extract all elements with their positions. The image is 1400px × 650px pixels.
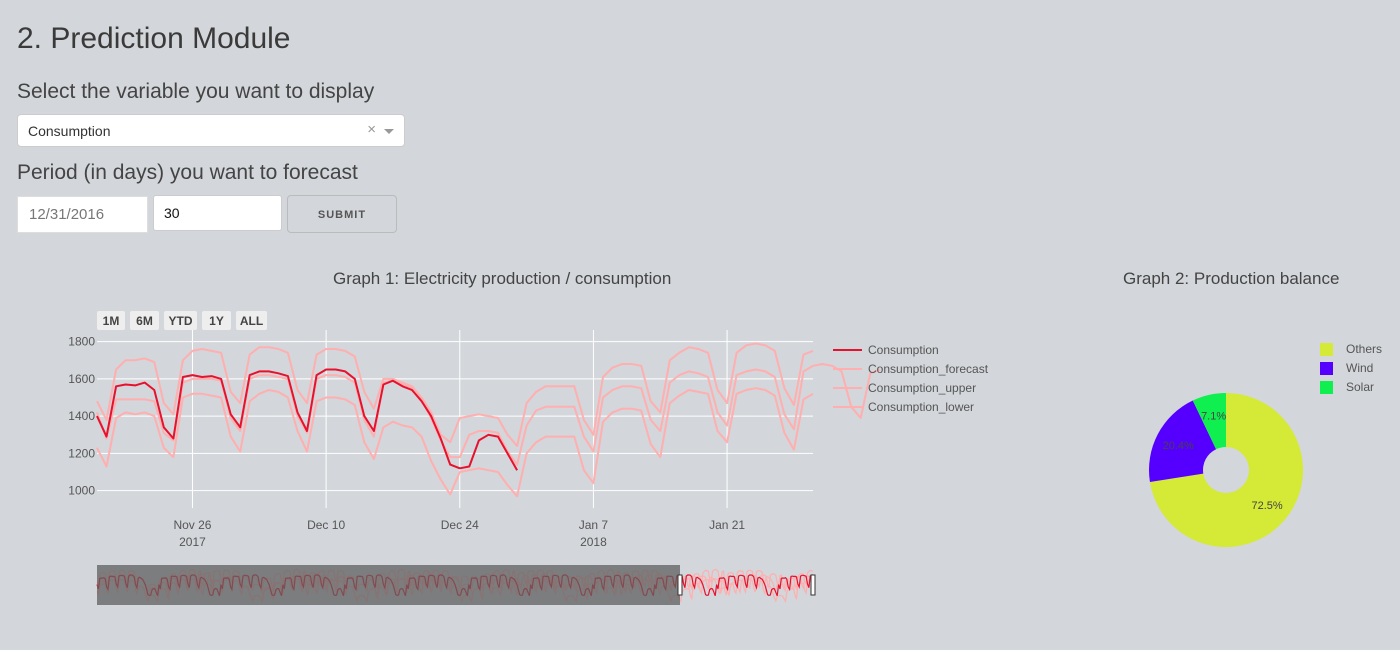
x-tick-year-label: 2018 — [580, 535, 607, 549]
series-line-consumption — [96, 368, 518, 471]
legend-label: Wind — [1346, 361, 1373, 375]
start-date-input[interactable]: 12/31/2016 — [17, 196, 148, 233]
range-button-6m[interactable]: 6M — [130, 311, 159, 330]
pie-slice-label: 72.5% — [1251, 500, 1282, 512]
y-tick-label: 1600 — [68, 372, 95, 386]
legend-item-consumption-lower[interactable]: Consumption_lower — [833, 400, 974, 414]
graph1-y-ticks: 1000 1200 1400 1600 1800 — [68, 335, 95, 498]
legend-label: Others — [1346, 342, 1382, 356]
range-selector: 1M 6M YTD 1Y ALL — [97, 311, 267, 330]
pie-slice-solar[interactable] — [1192, 393, 1226, 450]
legend-label: Consumption — [868, 343, 939, 357]
graph2-title: Graph 2: Production balance — [1123, 269, 1340, 288]
y-tick-label: 1200 — [68, 446, 95, 460]
range-button-all[interactable]: ALL — [236, 311, 267, 330]
x-tick-label: Jan 21 — [709, 518, 745, 532]
legend-swatch — [1320, 343, 1333, 356]
pie-legend-item-others[interactable]: Others — [1320, 342, 1382, 356]
chevron-down-icon[interactable] — [384, 129, 394, 134]
legend-swatch — [1320, 362, 1333, 375]
legend-item-consumption[interactable]: Consumption — [833, 343, 939, 357]
legend-item-consumption-upper[interactable]: Consumption_upper — [833, 381, 976, 395]
pie-legend-item-solar[interactable]: Solar — [1320, 380, 1374, 394]
x-tick-year-label: 2017 — [179, 535, 206, 549]
range-slider-mask — [97, 565, 680, 605]
x-tick-label: Dec 10 — [307, 518, 345, 532]
graph1-legend: Consumption Consumption_forecast Consumpti… — [833, 343, 989, 414]
graph1-series — [96, 342, 881, 498]
pie-legend-item-wind[interactable]: Wind — [1320, 361, 1373, 375]
graph1-x-ticks: Nov 26 2017 Dec 10 Dec 24 Jan 7 2018 Jan 21 — [173, 518, 745, 549]
pie-slice-others[interactable] — [1149, 393, 1303, 547]
graph2-pie: 72.5% 20.4% 7.1% — [1149, 393, 1303, 547]
x-tick-label: Nov 26 — [173, 518, 211, 532]
page-title: 2. Prediction Module — [17, 22, 291, 55]
legend-label: Consumption_lower — [868, 400, 974, 414]
range-slider-handle-right[interactable] — [810, 574, 816, 596]
range-button-label: 1Y — [209, 314, 224, 328]
variable-dropdown-value: Consumption — [28, 123, 111, 139]
range-button-label: 1M — [103, 314, 120, 328]
pie-slice-label: 7.1% — [1201, 410, 1226, 422]
range-button-label: 6M — [136, 314, 153, 328]
legend-item-consumption-forecast[interactable]: Consumption_forecast — [833, 362, 989, 376]
x-tick-label: Jan 7 — [579, 518, 609, 532]
pie-slice-wind[interactable] — [1149, 400, 1217, 483]
legend-swatch — [1320, 381, 1333, 394]
range-button-label: YTD — [169, 314, 193, 328]
y-tick-label: 1400 — [68, 409, 95, 423]
graph1-title: Graph 1: Electricity production / consum… — [333, 269, 672, 288]
legend-label: Consumption_forecast — [868, 362, 989, 376]
range-slider[interactable] — [96, 565, 816, 605]
graph2-legend: Others Wind Solar — [1320, 342, 1382, 394]
legend-label: Consumption_upper — [868, 381, 976, 395]
y-tick-label: 1800 — [68, 335, 95, 349]
clear-icon[interactable]: × — [367, 121, 376, 138]
y-tick-label: 1000 — [68, 484, 95, 498]
variable-dropdown[interactable]: Consumption × — [17, 114, 405, 147]
range-button-1m[interactable]: 1M — [97, 311, 125, 330]
range-slider-handle-left[interactable] — [677, 574, 683, 596]
legend-label: Solar — [1346, 380, 1374, 394]
submit-button[interactable]: SUBMIT — [287, 195, 397, 233]
variable-label: Select the variable you want to display — [17, 80, 375, 103]
series-line-consumption-lower — [96, 387, 814, 498]
period-label: Period (in days) you want to forecast — [17, 161, 358, 184]
range-button-label: ALL — [240, 314, 263, 328]
range-button-1y[interactable]: 1Y — [202, 311, 231, 330]
x-tick-label: Dec 24 — [441, 518, 479, 532]
series-line-consumption-upper — [96, 342, 814, 447]
pie-slice-label: 20.4% — [1163, 440, 1194, 452]
forecast-days-input[interactable]: 30 — [153, 195, 282, 231]
range-button-ytd[interactable]: YTD — [164, 311, 197, 330]
